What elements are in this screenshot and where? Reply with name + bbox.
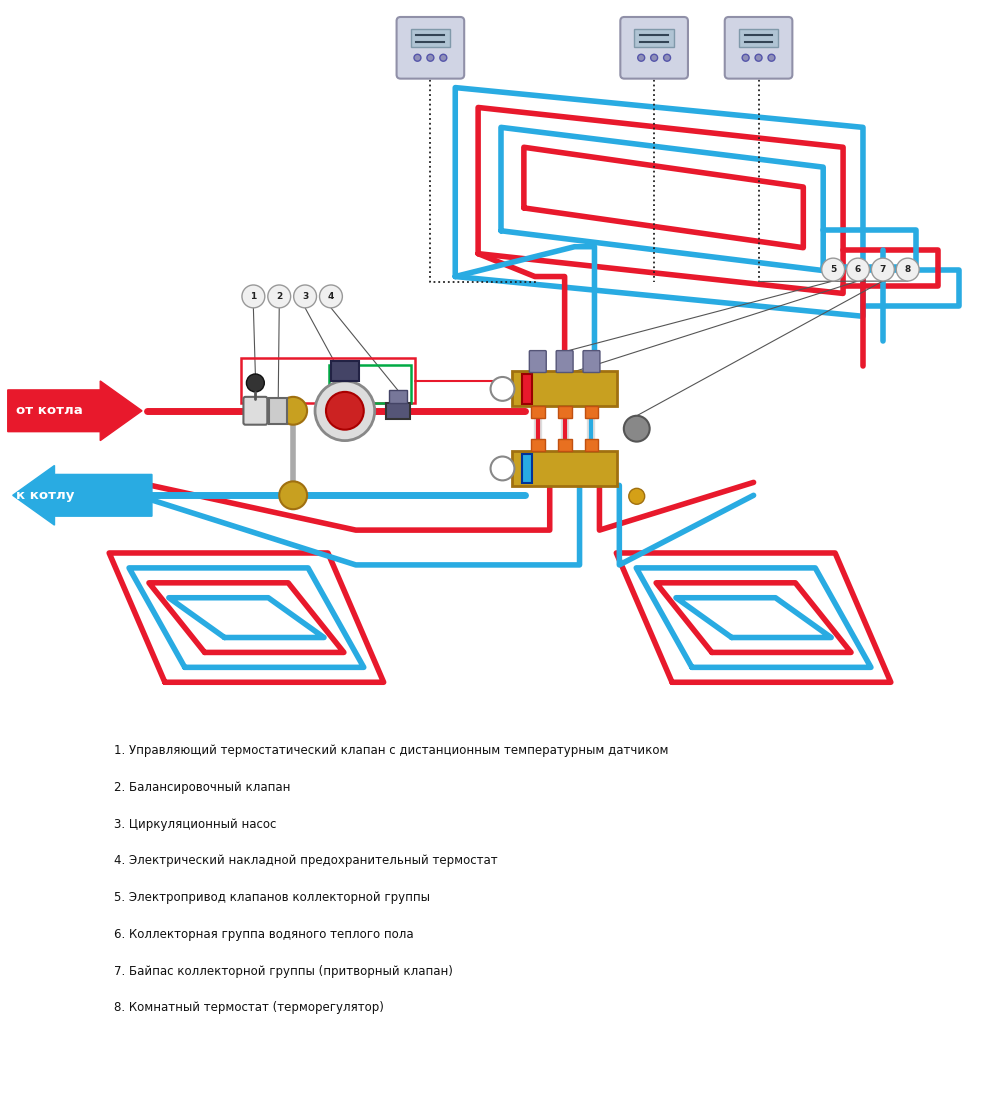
Bar [522,374,532,404]
Circle shape [896,258,919,280]
FancyBboxPatch shape [243,397,267,425]
Bar [512,451,617,486]
FancyBboxPatch shape [397,16,464,78]
Circle shape [847,258,869,280]
FancyArrow shape [13,465,152,525]
Text: 4. Электрический накладной предохранительный термостат: 4. Электрический накладной предохранител… [114,855,498,867]
Text: 4: 4 [328,292,334,301]
Text: к котлу: к котлу [16,488,74,502]
Text: от котла: от котла [16,405,82,417]
Circle shape [629,488,645,504]
Text: 1: 1 [250,292,257,301]
Bar [331,361,359,381]
Circle shape [822,258,845,280]
FancyBboxPatch shape [725,16,792,78]
Circle shape [491,456,514,481]
Text: 3. Циркуляционный насос: 3. Циркуляционный насос [114,817,277,830]
Bar [558,406,572,418]
Text: 5: 5 [830,265,836,274]
Bar [386,403,410,419]
Circle shape [279,482,307,509]
Text: 6. Коллекторная группа водяного теплого пола: 6. Коллекторная группа водяного теплого … [114,928,414,940]
Text: 8. Комнатный термостат (терморегулятор): 8. Комнатный термостат (терморегулятор) [114,1001,384,1014]
FancyArrow shape [8,381,142,441]
FancyBboxPatch shape [620,16,688,78]
Circle shape [246,374,264,392]
Bar [329,365,411,403]
Circle shape [651,54,658,62]
Circle shape [624,416,650,441]
Circle shape [871,258,894,280]
Bar [389,389,407,403]
Bar [585,439,598,451]
Text: 2: 2 [276,292,282,301]
Bar [531,439,545,451]
Circle shape [638,54,645,62]
Circle shape [491,377,514,400]
Circle shape [440,54,447,62]
Bar [269,398,287,424]
Bar [558,439,572,451]
Text: 6: 6 [855,265,861,274]
FancyBboxPatch shape [583,351,600,373]
Circle shape [768,54,775,62]
FancyBboxPatch shape [529,351,546,373]
Circle shape [242,285,265,308]
Bar [241,359,415,403]
Circle shape [279,397,307,425]
Bar [522,453,532,483]
Text: 8: 8 [905,265,911,274]
Bar [585,406,598,418]
Circle shape [268,285,291,308]
Circle shape [427,54,434,62]
Circle shape [664,54,671,62]
Bar [531,406,545,418]
Circle shape [755,54,762,62]
Text: 5. Электропривод клапанов коллекторной группы: 5. Электропривод клапанов коллекторной г… [114,891,430,904]
Text: 7: 7 [880,265,886,274]
Bar [512,372,617,406]
Circle shape [294,285,317,308]
Bar [411,29,450,47]
Circle shape [414,54,421,62]
FancyBboxPatch shape [556,351,573,373]
Text: 2. Балансировочный клапан: 2. Балансировочный клапан [114,781,291,794]
Bar [634,29,674,47]
Text: 3: 3 [302,292,308,301]
Circle shape [326,392,364,430]
Text: 1. Управляющий термостатический клапан с дистанционным температурным датчиком: 1. Управляющий термостатический клапан с… [114,744,669,757]
Text: 7. Байпас коллекторной группы (притворный клапан): 7. Байпас коллекторной группы (притворны… [114,965,453,978]
Circle shape [742,54,749,62]
Circle shape [320,285,342,308]
Bar [739,29,778,47]
Circle shape [315,381,375,441]
